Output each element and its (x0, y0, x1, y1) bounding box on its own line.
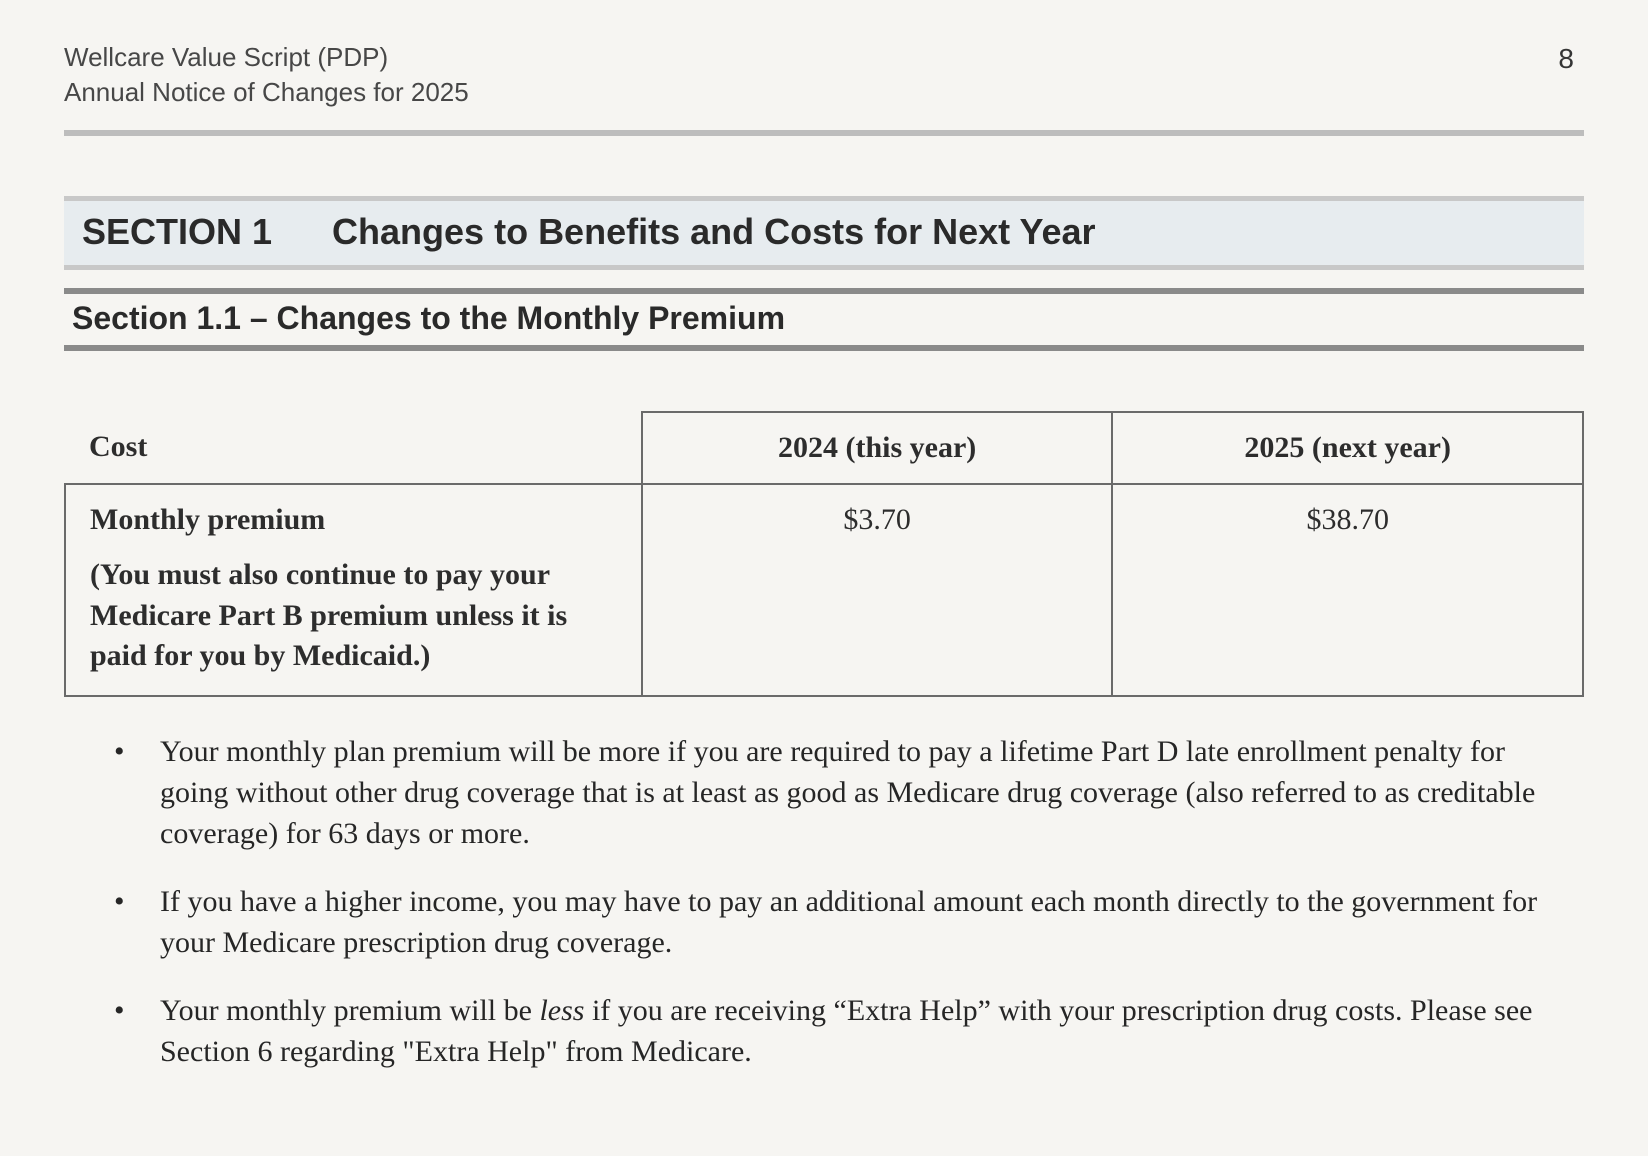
row-label: Monthly premium (90, 503, 325, 536)
section-1-heading: SECTION 1 Changes to Benefits and Costs … (82, 211, 1566, 253)
list-item: If you have a higher income, you may hav… (114, 881, 1544, 964)
col-2025-header: 2025 (next year) (1112, 412, 1583, 484)
list-item: Your monthly plan premium will be more i… (114, 731, 1544, 855)
page-number: 8 (1558, 40, 1584, 78)
section-title: Changes to Benefits and Costs for Next Y… (332, 211, 1096, 253)
notes-list: Your monthly plan premium will be more i… (114, 731, 1584, 1073)
cell-cost: Monthly premium (You must also continue … (65, 484, 642, 696)
table-header-row: Cost 2024 (this year) 2025 (next year) (65, 412, 1583, 484)
header-rule (64, 130, 1584, 136)
section-1-band: SECTION 1 Changes to Benefits and Costs … (64, 196, 1584, 270)
cell-2024: $3.70 (642, 484, 1113, 696)
premium-table: Cost 2024 (this year) 2025 (next year) M… (64, 411, 1584, 697)
note-3-pre: Your monthly premium will be (160, 994, 539, 1027)
page-header: Wellcare Value Script (PDP) Annual Notic… (64, 40, 1584, 110)
list-item: Your monthly premium will be less if you… (114, 990, 1544, 1073)
col-2024-header: 2024 (this year) (642, 412, 1113, 484)
document-page: Wellcare Value Script (PDP) Annual Notic… (0, 0, 1648, 1072)
row-note: (You must also continue to pay your Medi… (90, 555, 617, 677)
section-label: SECTION 1 (82, 211, 272, 253)
note-1-text: Your monthly plan premium will be more i… (160, 735, 1535, 851)
header-line-1: Wellcare Value Script (PDP) (64, 40, 469, 75)
subsection-text: Section 1.1 – Changes to the Monthly Pre… (72, 300, 785, 336)
section-1-1-heading: Section 1.1 – Changes to the Monthly Pre… (64, 288, 1584, 351)
note-2-text: If you have a higher income, you may hav… (160, 885, 1537, 959)
header-text: Wellcare Value Script (PDP) Annual Notic… (64, 40, 469, 110)
col-cost-header: Cost (65, 412, 642, 484)
header-line-2: Annual Notice of Changes for 2025 (64, 75, 469, 110)
table-row: Monthly premium (You must also continue … (65, 484, 1583, 696)
note-3-em: less (539, 994, 584, 1027)
cell-2025: $38.70 (1112, 484, 1583, 696)
